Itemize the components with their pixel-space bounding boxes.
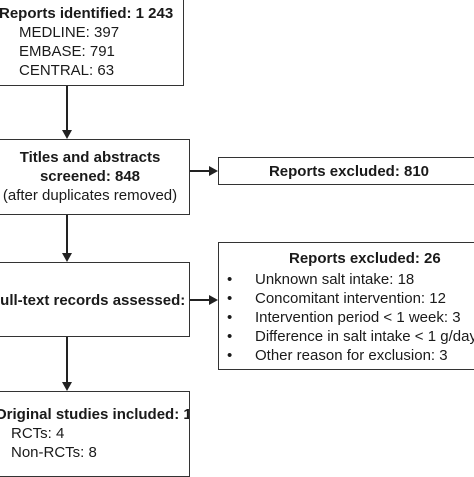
bullet: • (227, 328, 233, 345)
bullet: • (227, 271, 233, 288)
arrow-screened-to-excluded (190, 170, 210, 172)
bullet: • (227, 290, 233, 307)
exclusion-reason-text: Other reason for exclusion: 3 (255, 347, 448, 364)
source-medline: MEDLINE: 397 (19, 24, 120, 41)
arrow-assessed-to-excluded (190, 299, 210, 301)
arrow-identified-to-screened (66, 86, 68, 131)
screened-line3: (after duplicates removed) (2, 187, 178, 204)
arrow-screened-to-assessed (66, 215, 68, 254)
bullet: • (227, 309, 233, 326)
source-central: CENTRAL: 63 (19, 62, 115, 79)
arrowhead-down (62, 382, 72, 391)
arrowhead-right (209, 166, 218, 176)
arrow-assessed-to-included (66, 337, 68, 383)
included-non-rcts: Non-RCTs: 8 (11, 444, 97, 461)
excluded-fulltext-title: Reports excluded: 26 (289, 250, 441, 267)
screened-line1: Titles and abstracts (19, 149, 161, 166)
exclusion-reason-text: Intervention period < 1 week: 3 (255, 309, 461, 326)
fulltext-exclusion-box: Reports excluded: 26 • Unknown salt intak… (218, 242, 474, 370)
screening-exclusion-box: Reports excluded: 810 (218, 157, 474, 185)
arrowhead-right (209, 295, 218, 305)
exclusion-reason-text: Difference in salt intake < 1 g/day: 3 (255, 328, 474, 345)
identified-title: Reports identified: 1 243 (0, 5, 174, 22)
exclusion-reason: • Difference in salt intake < 1 g/day: 3 (225, 327, 474, 346)
screened-line2: screened: 848 (39, 168, 141, 185)
bullet: • (227, 347, 233, 364)
exclusion-reason: • Unknown salt intake: 18 (225, 270, 474, 289)
exclusion-reason: • Intervention period < 1 week: 3 (225, 308, 474, 327)
source-embase: EMBASE: 791 (19, 43, 115, 60)
included-title: Original studies included: 12 (0, 406, 190, 423)
included-box: Original studies included: 12 RCTs: 4 No… (0, 391, 190, 477)
exclusion-reason-text: Unknown salt intake: 18 (255, 271, 415, 288)
exclusion-reason: • Concomitant intervention: 12 (225, 289, 474, 308)
assessed-title: Full-text records assessed: 38 (0, 292, 189, 309)
excluded-screening-title: Reports excluded: 810 (268, 163, 430, 180)
screening-box: Titles and abstracts screened: 848 (afte… (0, 139, 190, 215)
arrowhead-down (62, 130, 72, 139)
eligibility-box: Full-text records assessed: 38 (0, 262, 190, 337)
arrowhead-down (62, 253, 72, 262)
exclusion-reason: • Other reason for exclusion: 3 (225, 346, 474, 365)
exclusion-reason-text: Concomitant intervention: 12 (255, 290, 446, 307)
identification-box: Reports identified: 1 243 MEDLINE: 397 E… (0, 0, 184, 86)
exclusion-reasons-list: • Unknown salt intake: 18 • Concomitant in… (225, 270, 474, 365)
included-rcts: RCTs: 4 (11, 425, 65, 442)
